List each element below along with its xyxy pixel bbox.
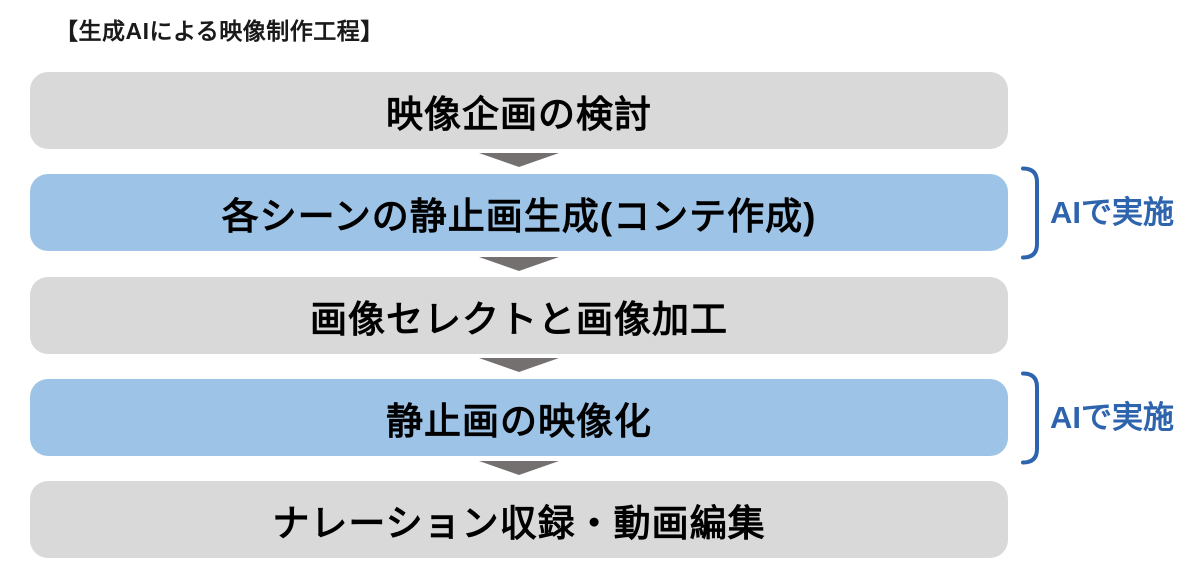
step-label: 各シーンの静止画生成(コンテ作成) <box>221 195 817 237</box>
diagram-title: 【生成AIによる映像制作工程】 <box>55 18 384 44</box>
step-image-select-edit: 画像セレクトと画像加工 <box>30 277 1008 354</box>
step-scene-still-generation: 各シーンの静止画生成(コンテ作成) <box>30 174 1008 251</box>
ai-annotation: AIで実施 <box>1050 400 1174 435</box>
step-label: 画像セレクトと画像加工 <box>310 298 728 340</box>
right-bracket-icon <box>1021 371 1039 465</box>
step-video-planning: 映像企画の検討 <box>30 72 1008 149</box>
step-label: 静止画の映像化 <box>386 400 652 442</box>
ai-annotation: AIで実施 <box>1050 195 1174 230</box>
down-arrow-icon <box>479 461 559 475</box>
step-label: 映像企画の検討 <box>386 93 652 135</box>
step-label: ナレーション収録・動画編集 <box>272 502 766 544</box>
down-arrow-icon <box>479 358 559 372</box>
right-bracket-icon <box>1021 166 1039 260</box>
step-narration-editing: ナレーション収録・動画編集 <box>30 481 1008 558</box>
down-arrow-icon <box>479 153 559 167</box>
down-arrow-icon <box>479 257 559 271</box>
step-still-to-video: 静止画の映像化 <box>30 379 1008 456</box>
